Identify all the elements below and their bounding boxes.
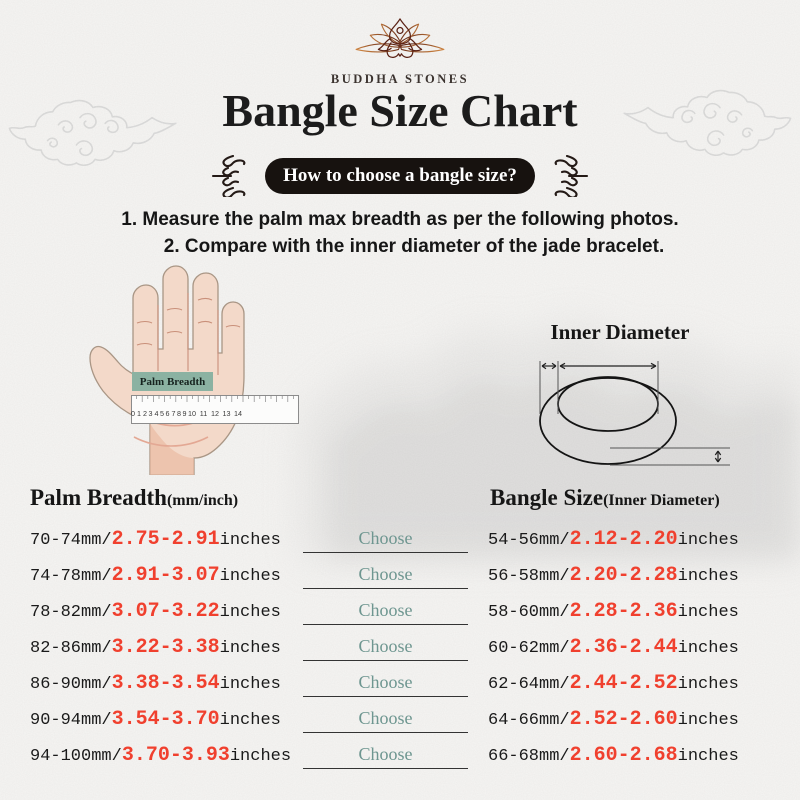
svg-text:8: 8 — [177, 409, 181, 418]
svg-text:11: 11 — [200, 409, 207, 418]
svg-text:6: 6 — [166, 409, 170, 418]
svg-text:2: 2 — [143, 409, 147, 418]
svg-text:12: 12 — [211, 409, 219, 418]
svg-text:13: 13 — [223, 409, 231, 418]
svg-text:14: 14 — [234, 409, 242, 418]
svg-text:3: 3 — [149, 409, 153, 418]
svg-text:10: 10 — [188, 409, 196, 418]
svg-text:5: 5 — [160, 409, 164, 418]
svg-text:7: 7 — [172, 409, 176, 418]
svg-text:1: 1 — [137, 409, 141, 418]
svg-text:9: 9 — [183, 409, 187, 418]
svg-text:0: 0 — [131, 409, 135, 418]
svg-text:4: 4 — [155, 409, 159, 418]
